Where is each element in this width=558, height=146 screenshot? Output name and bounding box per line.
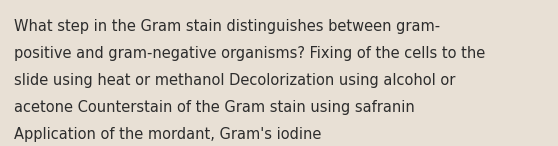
Text: What step in the Gram stain distinguishes between gram-: What step in the Gram stain distinguishe… <box>14 19 440 34</box>
Text: acetone Counterstain of the Gram stain using safranin: acetone Counterstain of the Gram stain u… <box>14 100 415 115</box>
Text: slide using heat or methanol Decolorization using alcohol or: slide using heat or methanol Decolorizat… <box>14 73 455 88</box>
Text: Application of the mordant, Gram's iodine: Application of the mordant, Gram's iodin… <box>14 127 321 142</box>
Text: positive and gram-negative organisms? Fixing of the cells to the: positive and gram-negative organisms? Fi… <box>14 46 485 61</box>
